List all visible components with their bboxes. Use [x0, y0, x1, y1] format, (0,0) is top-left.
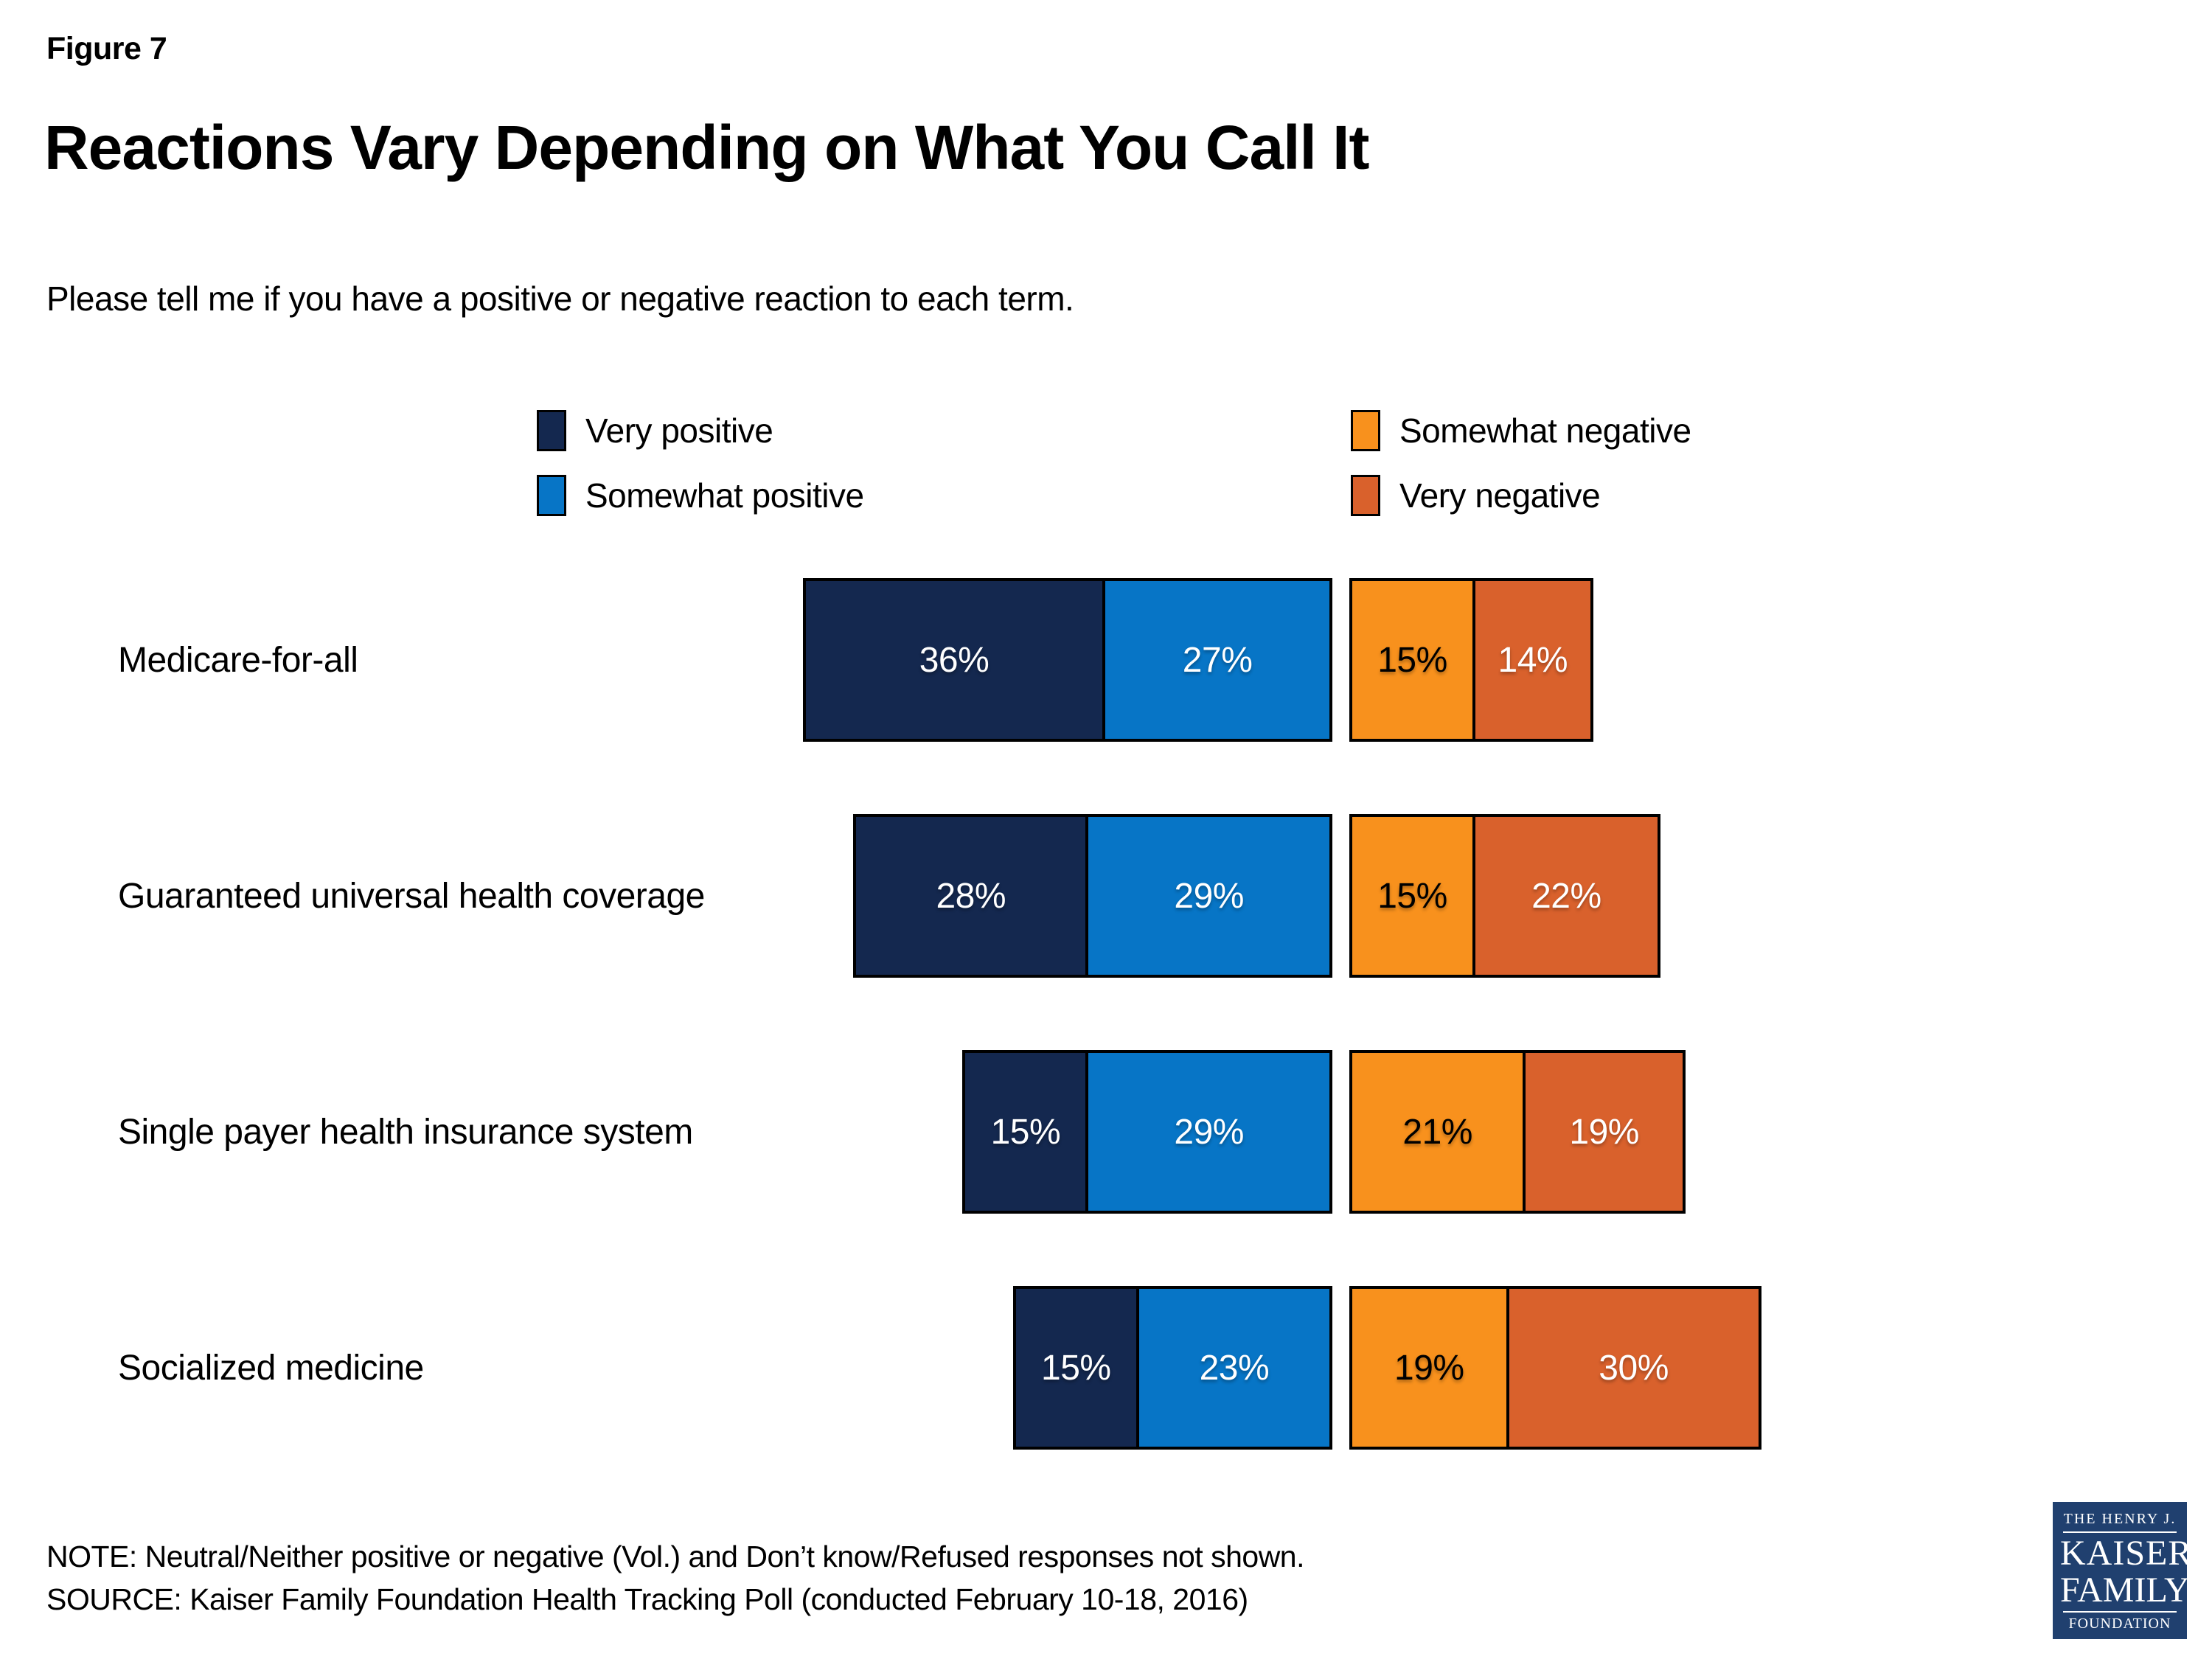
- source-text: SOURCE: Kaiser Family Foundation Health …: [46, 1582, 1248, 1616]
- legend-item-very-negative: Very negative: [1351, 475, 1601, 516]
- bar-value-label: 27%: [1182, 640, 1253, 680]
- bar-segment-somewhat-positive: 27%: [1105, 578, 1332, 742]
- legend-label: Very positive: [585, 411, 773, 450]
- bar-segment-very-positive: 36%: [802, 578, 1106, 742]
- note-text: NOTE: Neutral/Neither positive or negati…: [46, 1540, 1305, 1573]
- legend-item-somewhat-positive: Somewhat positive: [537, 475, 864, 516]
- bar-segment-very-positive: 15%: [962, 1050, 1089, 1214]
- kff-logo: THE HENRY J. KAISER FAMILY FOUNDATION: [2053, 1502, 2193, 1639]
- bar-value-label: 15%: [1041, 1348, 1111, 1388]
- bar-value-label: 29%: [1174, 876, 1244, 916]
- legend-swatch-icon: [1351, 475, 1380, 516]
- legend-swatch-icon: [537, 410, 566, 451]
- logo-line-family: FAMILY: [2060, 1571, 2190, 1610]
- logo-line-foundation: FOUNDATION: [2068, 1615, 2171, 1632]
- bar-value-label: 23%: [1199, 1348, 1270, 1388]
- bar-segment-somewhat-negative: 19%: [1349, 1286, 1509, 1450]
- logo-line-the-henry-j: THE HENRY J.: [2063, 1511, 2177, 1527]
- bar-segment-very-positive: 15%: [1012, 1286, 1139, 1450]
- bar-value-label: 29%: [1174, 1112, 1244, 1152]
- bar-value-label: 36%: [919, 640, 990, 680]
- bar-segment-very-negative: 30%: [1509, 1286, 1761, 1450]
- bar-value-label: 15%: [1377, 876, 1447, 916]
- bar-segment-somewhat-negative: 15%: [1349, 814, 1475, 978]
- legend-item-somewhat-negative: Somewhat negative: [1351, 410, 1691, 451]
- bar-row-guaranteed-universal-health-coverage: Guaranteed universal health coverage 28% 2…: [0, 814, 2212, 978]
- bar-segment-somewhat-negative: 15%: [1349, 578, 1475, 742]
- bar-value-label: 30%: [1599, 1348, 1669, 1388]
- logo-divider: [2063, 1611, 2177, 1613]
- legend-label: Somewhat positive: [585, 476, 864, 515]
- legend-label: Somewhat negative: [1399, 411, 1691, 450]
- bar-row-medicare-for-all: Medicare-for-all 36% 27% 15% 14%: [0, 578, 2212, 742]
- category-label: Single payer health insurance system: [118, 1112, 693, 1152]
- bar-segment-somewhat-positive: 23%: [1138, 1286, 1332, 1450]
- bar-value-label: 22%: [1531, 876, 1601, 916]
- legend-swatch-icon: [1351, 410, 1380, 451]
- logo-line-kaiser: KAISER: [2060, 1534, 2193, 1573]
- legend-swatch-icon: [537, 475, 566, 516]
- figure-label: Figure 7: [46, 31, 167, 66]
- category-label: Guaranteed universal health coverage: [118, 876, 705, 916]
- bar-value-label: 19%: [1569, 1112, 1639, 1152]
- legend-label: Very negative: [1399, 476, 1601, 515]
- bar-value-label: 28%: [936, 876, 1006, 916]
- logo-divider: [2063, 1531, 2177, 1533]
- page-title: Reactions Vary Depending on What You Cal…: [44, 113, 1369, 182]
- category-label: Socialized medicine: [118, 1348, 424, 1388]
- bar-segment-very-positive: 28%: [853, 814, 1089, 978]
- bar-row-socialized-medicine: Socialized medicine 15% 23% 19% 30%: [0, 1286, 2212, 1450]
- bar-segment-somewhat-positive: 29%: [1088, 1050, 1332, 1214]
- bar-row-single-payer-health-insurance-system: Single payer health insurance system 15% 2…: [0, 1050, 2212, 1214]
- category-label: Medicare-for-all: [118, 640, 358, 680]
- bar-value-label: 21%: [1402, 1112, 1472, 1152]
- bar-value-label: 15%: [990, 1112, 1061, 1152]
- bar-segment-very-negative: 22%: [1475, 814, 1660, 978]
- legend-item-very-positive: Very positive: [537, 410, 773, 451]
- bar-segment-very-negative: 19%: [1526, 1050, 1686, 1214]
- bar-value-label: 14%: [1498, 640, 1568, 680]
- bar-value-label: 19%: [1394, 1348, 1464, 1388]
- bar-value-label: 15%: [1377, 640, 1447, 680]
- subtitle: Please tell me if you have a positive or…: [46, 279, 1074, 318]
- bar-segment-somewhat-positive: 29%: [1088, 814, 1332, 978]
- bar-segment-very-negative: 14%: [1475, 578, 1593, 742]
- bar-segment-somewhat-negative: 21%: [1349, 1050, 1526, 1214]
